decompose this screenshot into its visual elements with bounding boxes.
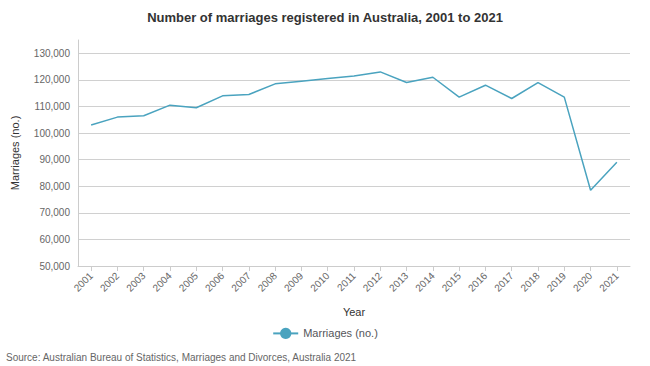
svg-text:Marriages (no.): Marriages (no.) [9, 116, 21, 191]
svg-text:2005: 2005 [177, 270, 201, 294]
svg-text:60,000: 60,000 [39, 234, 70, 245]
svg-text:2019: 2019 [545, 270, 569, 294]
svg-text:50,000: 50,000 [39, 261, 70, 272]
svg-text:2011: 2011 [335, 270, 358, 293]
svg-text:2003: 2003 [124, 270, 148, 294]
svg-text:Number of marriages registered: Number of marriages registered in Austra… [147, 10, 503, 25]
svg-text:2014: 2014 [413, 270, 437, 294]
svg-text:90,000: 90,000 [39, 154, 70, 165]
svg-text:130,000: 130,000 [34, 48, 71, 59]
svg-text:2009: 2009 [282, 270, 306, 294]
svg-text:2015: 2015 [440, 270, 464, 294]
svg-text:2001: 2001 [72, 270, 96, 294]
svg-text:110,000: 110,000 [35, 101, 71, 112]
svg-text:2017: 2017 [492, 270, 516, 294]
svg-text:2021: 2021 [597, 270, 621, 294]
svg-text:70,000: 70,000 [39, 207, 70, 218]
svg-text:100,000: 100,000 [34, 128, 71, 139]
svg-text:2012: 2012 [361, 270, 385, 294]
svg-text:2007: 2007 [229, 270, 253, 294]
svg-text:Marriages (no.): Marriages (no.) [303, 327, 378, 339]
svg-text:2016: 2016 [466, 270, 490, 294]
svg-text:2004: 2004 [150, 270, 174, 294]
svg-text:2020: 2020 [571, 270, 595, 294]
svg-text:2018: 2018 [518, 270, 542, 294]
svg-text:120,000: 120,000 [34, 74, 71, 85]
svg-text:2002: 2002 [98, 270, 122, 294]
svg-text:2010: 2010 [308, 270, 332, 294]
svg-text:80,000: 80,000 [39, 181, 70, 192]
svg-text:Year: Year [343, 306, 366, 318]
svg-text:2008: 2008 [256, 270, 280, 294]
svg-text:2013: 2013 [387, 270, 411, 294]
svg-text:2006: 2006 [203, 270, 227, 294]
svg-text:Source: Australian Bureau of S: Source: Australian Bureau of Statistics,… [6, 352, 357, 363]
